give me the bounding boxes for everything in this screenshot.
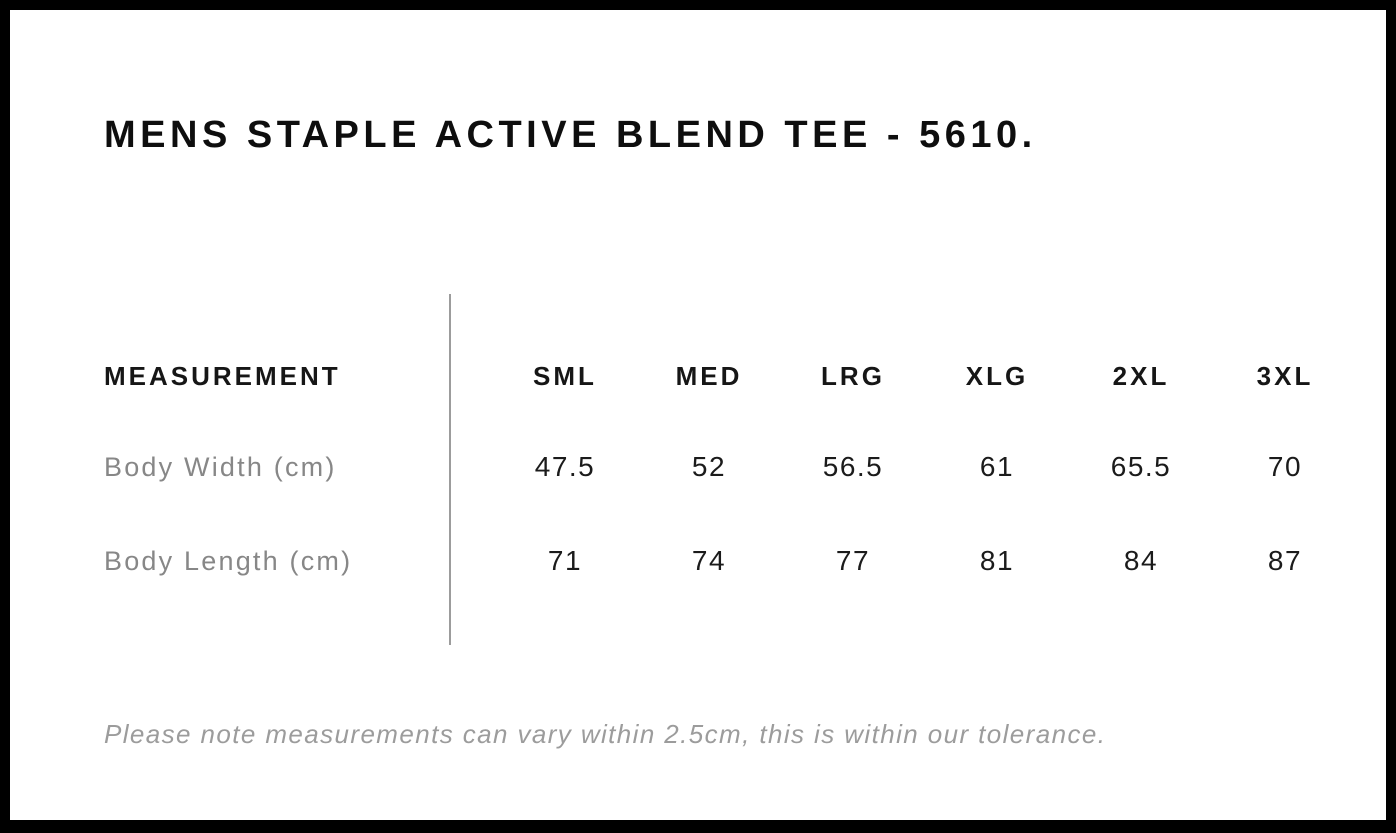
size-value-cell: 56.5: [822, 451, 884, 482]
size-column-header-sml: SML: [533, 361, 597, 391]
size-value-cell: 70: [1267, 451, 1303, 482]
size-column-header-med: MED: [675, 361, 743, 391]
table-row-body-width: Body Width (cm) 47.5 52 56.5 61 65.5 70: [104, 451, 1357, 483]
size-value-cell: 47.5: [534, 451, 596, 482]
size-column-header-lrg: LRG: [821, 361, 885, 391]
size-value-cell: 71: [547, 545, 583, 576]
tolerance-note: Please note measurements can vary within…: [104, 719, 1107, 749]
size-value-cell: 52: [691, 451, 727, 482]
row-label: Body Width (cm): [104, 452, 337, 482]
table-row-body-length: Body Length (cm) 71 74 77 81 84 87: [104, 545, 1357, 577]
row-label: Body Length (cm): [104, 546, 353, 576]
page-title: MENS STAPLE ACTIVE BLEND TEE - 5610.: [104, 114, 1037, 156]
size-value-cell: 84: [1123, 545, 1159, 576]
size-value-cell: 65.5: [1110, 451, 1172, 482]
size-value-cell: 77: [835, 545, 871, 576]
size-value-cell: 74: [691, 545, 727, 576]
column-divider: [449, 294, 451, 645]
size-column-header-2xl: 2XL: [1112, 361, 1170, 391]
size-column-header-3xl: 3XL: [1256, 361, 1314, 391]
size-value-cell: 87: [1267, 545, 1303, 576]
table-header-row: MEASUREMENT SML MED LRG XLG 2XL 3XL: [104, 360, 1357, 392]
size-column-header-xlg: XLG: [965, 361, 1029, 391]
size-value-cell: 61: [979, 451, 1015, 482]
measurement-column-header: MEASUREMENT: [104, 361, 341, 391]
size-value-cell: 81: [979, 545, 1015, 576]
